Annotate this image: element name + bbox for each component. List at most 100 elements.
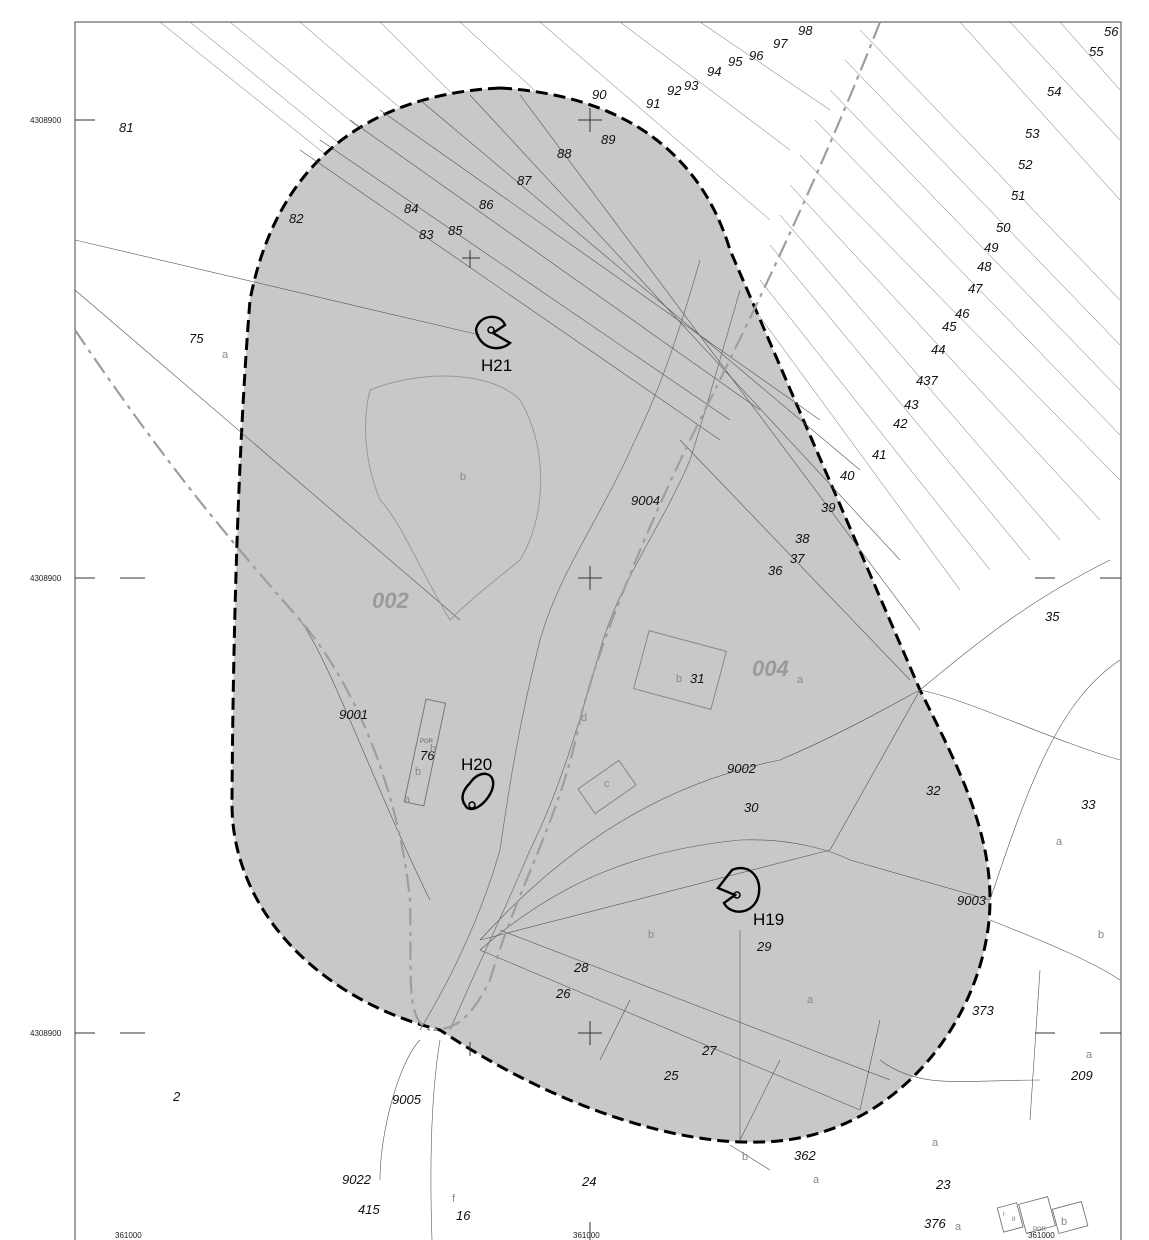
- parcel-50: 50: [996, 220, 1011, 235]
- parcel-83: 83: [419, 227, 434, 242]
- parcel-415: 415: [358, 1202, 380, 1217]
- easting-label-2: 361000: [573, 1231, 600, 1240]
- parcel-85: 85: [448, 223, 463, 238]
- parcel-labels: 2 16 23 24 25 26 27 28 29 30 31 32 33 35…: [119, 23, 1119, 1231]
- parcel-42: 42: [893, 416, 908, 431]
- parcel-209: 209: [1070, 1068, 1093, 1083]
- parcel-2: 2: [172, 1089, 181, 1104]
- building-cluster: [996, 1196, 1089, 1234]
- parcel-373: 373: [972, 1003, 994, 1018]
- parcel-95: 95: [728, 54, 743, 69]
- parcel-35: 35: [1045, 609, 1060, 624]
- subparcel-por: POR: [420, 739, 434, 745]
- parcel-48: 48: [977, 259, 992, 274]
- parcel-32: 32: [926, 783, 941, 798]
- subparcel-a: a: [1056, 836, 1063, 848]
- parcel-25: 25: [663, 1068, 679, 1083]
- parcel-90: 90: [592, 87, 607, 102]
- parcel-9002: 9002: [727, 761, 757, 776]
- subparcel-f: f: [452, 1193, 456, 1205]
- parcel-53: 53: [1025, 126, 1040, 141]
- parcel-86: 86: [479, 197, 494, 212]
- parcel-40: 40: [840, 468, 855, 483]
- parcel-39: 39: [821, 500, 835, 515]
- field-boundary: [365, 375, 542, 621]
- buffer-zone: [230, 86, 992, 1144]
- subparcel-labels: a b b a d c b b a POR b a a b a b a a f …: [222, 349, 1104, 1233]
- parcel-27: 27: [701, 1043, 717, 1058]
- parcel-44: 44: [931, 342, 945, 357]
- parcel-82: 82: [289, 211, 304, 226]
- parcel-84: 84: [404, 201, 418, 216]
- sheet-label-004: 004: [752, 656, 789, 681]
- marker-h19-shape: [716, 867, 761, 913]
- parcel-376: 376: [924, 1216, 946, 1231]
- parcel-38: 38: [795, 531, 810, 546]
- northing-label-2: 4308900: [30, 574, 62, 583]
- parcel-23: 23: [935, 1177, 951, 1192]
- parcel-24: 24: [581, 1174, 596, 1189]
- subparcel-ii: II: [1012, 1217, 1016, 1223]
- subparcel-a: a: [222, 349, 229, 361]
- parcel-9005: 9005: [392, 1092, 422, 1107]
- parcel-362: 362: [794, 1148, 816, 1163]
- parcel-33: 33: [1081, 797, 1096, 812]
- parcel-52: 52: [1018, 157, 1033, 172]
- sheet-label-002: 002: [372, 588, 409, 613]
- parcel-54: 54: [1047, 84, 1061, 99]
- northing-label-1: 4308900: [30, 116, 62, 125]
- marker-h21-shape: [474, 315, 513, 350]
- parcel-56: 56: [1104, 24, 1119, 39]
- parcel-45: 45: [942, 319, 957, 334]
- parcel-36: 36: [768, 563, 783, 578]
- marker-h20-label: H20: [461, 755, 492, 774]
- subparcel-c: c: [604, 778, 610, 790]
- parcel-75: 75: [189, 331, 204, 346]
- parcel-98: 98: [798, 23, 813, 38]
- subparcel-a: a: [813, 1174, 820, 1186]
- subparcel-a: a: [1086, 1049, 1093, 1061]
- parcel-91: 91: [646, 96, 660, 111]
- subparcel-b: b: [648, 929, 654, 941]
- subparcel-b: b: [460, 471, 466, 483]
- parcel-55: 55: [1089, 44, 1104, 59]
- marker-h19-label: H19: [753, 910, 784, 929]
- roads: [74, 21, 882, 1032]
- road-band: [419, 259, 701, 1031]
- easting-label-1: 361000: [115, 1231, 142, 1240]
- subparcel-a: a: [807, 994, 814, 1006]
- subparcel-a: a: [955, 1221, 962, 1233]
- parcel-97: 97: [773, 36, 788, 51]
- parcel-89: 89: [601, 132, 615, 147]
- parcel-96: 96: [749, 48, 764, 63]
- parcel-93: 93: [684, 78, 699, 93]
- subparcel-b: b: [430, 743, 436, 755]
- parcel-28: 28: [573, 960, 589, 975]
- parcel-37: 37: [790, 551, 805, 566]
- parcel-16: 16: [456, 1208, 471, 1223]
- parcel-29: 29: [756, 939, 771, 954]
- parcel-9001: 9001: [339, 707, 368, 722]
- subparcel-b: b: [415, 766, 421, 778]
- parcel-88: 88: [557, 146, 572, 161]
- parcel-31: 31: [690, 671, 704, 686]
- grid-crosses: [75, 108, 1121, 1240]
- parcel-437: 437: [916, 373, 938, 388]
- parcel-lines: [74, 94, 1121, 1240]
- parcel-43: 43: [904, 397, 919, 412]
- parcel-41: 41: [872, 447, 886, 462]
- parcel-49: 49: [984, 240, 998, 255]
- subparcel-a: a: [797, 674, 804, 686]
- parcel-9003: 9003: [957, 893, 987, 908]
- parcel-46: 46: [955, 306, 970, 321]
- marker-h20-shape: [461, 772, 495, 811]
- building-c: [577, 759, 637, 815]
- easting-label-3: 361000: [1028, 1231, 1055, 1240]
- parcel-87: 87: [517, 173, 532, 188]
- subparcel-a: a: [404, 794, 411, 806]
- parcel-47: 47: [968, 281, 983, 296]
- parcel-9004: 9004: [631, 493, 660, 508]
- parcel-26: 26: [555, 986, 571, 1001]
- northing-label-3: 4308900: [30, 1029, 62, 1038]
